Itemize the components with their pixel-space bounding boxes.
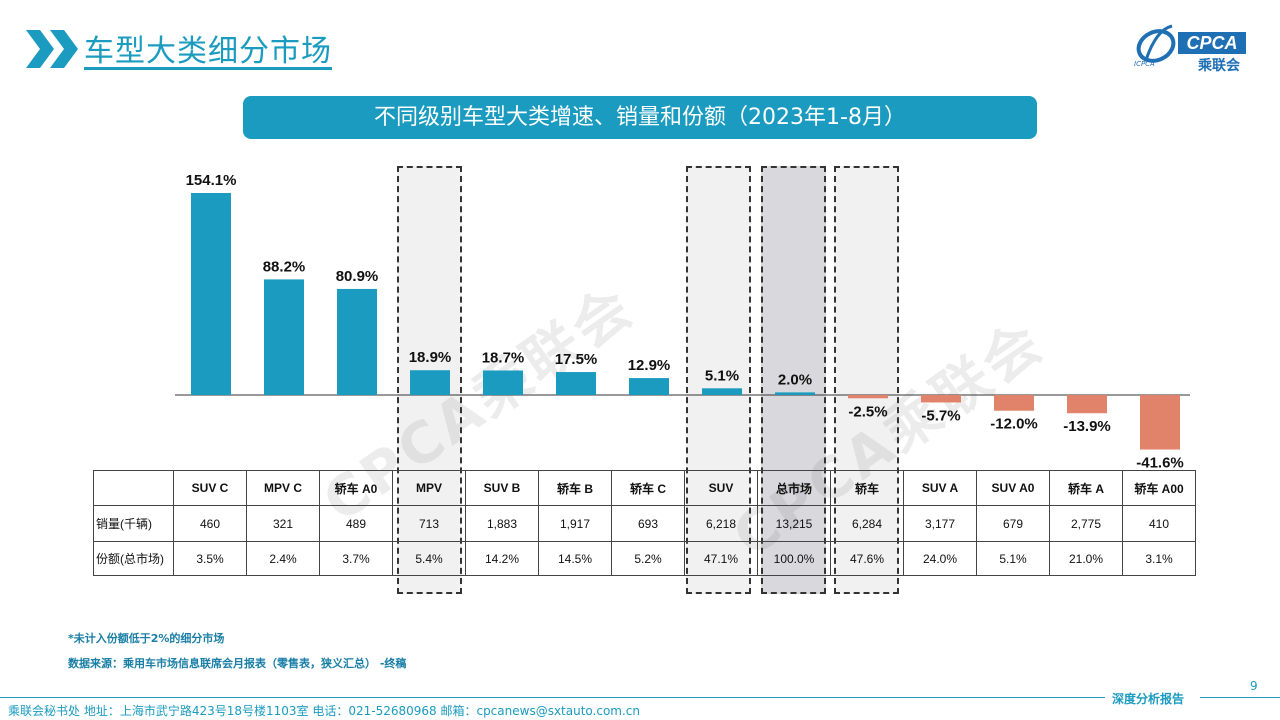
bar-5 (556, 372, 596, 395)
table-cell: 693 (611, 505, 685, 542)
table-header-cell: SUV B (465, 470, 539, 506)
chevron-icon (26, 30, 78, 68)
bar-2 (337, 288, 377, 395)
bar-8 (775, 392, 815, 395)
value-label-10: -5.7% (921, 407, 960, 424)
table-cell: 713 (392, 505, 466, 542)
table-cell: 5.1% (976, 541, 1050, 576)
data-source-note: 数据来源：乘用车市场信息联席会月报表（零售表，狭义汇总） -终稿 (68, 657, 407, 670)
table-cell: 321 (246, 505, 320, 542)
data-table: SUV C MPV C 轿车 A0 MPV SUV B 轿车 B 轿车 C SU… (93, 470, 1196, 576)
table-cell: 14.5% (538, 541, 612, 576)
row-label-share: 份额(总市场) (93, 541, 174, 576)
table-cell: 100.0% (757, 541, 831, 576)
table-header-cell: 轿车 A00 (1122, 470, 1196, 506)
table-header-row: SUV C MPV C 轿车 A0 MPV SUV B 轿车 B 轿车 C SU… (93, 470, 1196, 506)
value-label-13: -41.6% (1136, 455, 1184, 470)
table-cell: 460 (173, 505, 247, 542)
bar-6 (629, 378, 669, 395)
value-label-9: -2.5% (848, 403, 887, 420)
growth-bar-chart: 154.1% 88.2% 80.9% 18.9% 18.7% 17.5% 12.9% 5.1%… (175, 172, 1190, 470)
value-label-8: 2.0% (778, 371, 812, 388)
logo-text: CPCA (1178, 32, 1246, 54)
table-cell: 24.0% (903, 541, 977, 576)
bar-0 (191, 193, 231, 395)
table-cell: 3.7% (319, 541, 393, 576)
value-label-5: 17.5% (555, 351, 598, 368)
table-cell: 13,215 (757, 505, 831, 542)
chart-banner-title: 不同级别车型大类增速、销量和份额（2023年1-8月） (243, 96, 1037, 139)
footer-divider (0, 697, 1105, 698)
table-cell: 3.1% (1122, 541, 1196, 576)
table-header-cell: MPV C (246, 470, 320, 506)
table-header-cell: 轿车 B (538, 470, 612, 506)
table-row-share: 份额(总市场) 3.5% 2.4% 3.7% 5.4% 14.2% 14.5% … (93, 541, 1196, 576)
table-header-cell: 轿车 A (1049, 470, 1123, 506)
footnote: *未计入份额低于2%的细分市场 (68, 632, 225, 645)
table-header-cell: 总市场 (757, 470, 831, 506)
value-label-1: 88.2% (263, 258, 306, 275)
page-number: 9 (1250, 679, 1258, 693)
table-cell: 14.2% (465, 541, 539, 576)
table-cell: 47.6% (830, 541, 904, 576)
table-cell: 3.5% (173, 541, 247, 576)
bar-4 (483, 370, 523, 395)
table-cell: 5.4% (392, 541, 466, 576)
value-label-6: 12.9% (628, 357, 671, 374)
logo-small-text: ICPCA (1134, 60, 1155, 68)
bar-3 (410, 370, 450, 395)
bar-7 (702, 388, 742, 395)
table-header-cell: 轿车 A0 (319, 470, 393, 506)
table-row-sales: 销量(千辆) 460 321 489 713 1,883 1,917 693 6… (93, 505, 1196, 542)
value-label-11: -12.0% (990, 416, 1038, 433)
report-label: 深度分析报告 (1112, 692, 1185, 706)
value-label-2: 80.9% (336, 268, 379, 285)
page-title: 车型大类细分市场 (84, 34, 332, 69)
footer-divider (1200, 697, 1280, 698)
footer-contact: 乘联会秘书处 地址：上海市武宁路423号18号楼1103室 电话：021-526… (8, 704, 641, 718)
table-cell: 3,177 (903, 505, 977, 542)
table-header-cell: SUV A0 (976, 470, 1050, 506)
bar-9 (848, 395, 888, 399)
table-corner-cell (93, 470, 174, 506)
table-header-cell: SUV A (903, 470, 977, 506)
value-label-4: 18.7% (482, 349, 525, 366)
table-cell: 5.2% (611, 541, 685, 576)
table-cell: 1,917 (538, 505, 612, 542)
bar-13 (1140, 395, 1180, 450)
table-header-cell: MPV (392, 470, 466, 506)
table-cell: 2.4% (246, 541, 320, 576)
bar-1 (264, 279, 304, 395)
bar-12 (1067, 395, 1107, 414)
table-header-cell: SUV C (173, 470, 247, 506)
table-cell: 679 (976, 505, 1050, 542)
value-label-0: 154.1% (186, 172, 237, 189)
table-header-cell: 轿车 C (611, 470, 685, 506)
value-label-7: 5.1% (705, 367, 739, 384)
table-cell: 410 (1122, 505, 1196, 542)
table-cell: 6,284 (830, 505, 904, 542)
logo-cn-text: 乘联会 (1198, 58, 1240, 74)
table-cell: 489 (319, 505, 393, 542)
row-label-sales: 销量(千辆) (93, 505, 174, 542)
table-cell: 47.1% (684, 541, 758, 576)
table-cell: 1,883 (465, 505, 539, 542)
logo-swirl-icon (1136, 24, 1176, 63)
value-label-3: 18.9% (409, 349, 452, 366)
bar-11 (994, 395, 1034, 411)
table-header-cell: SUV (684, 470, 758, 506)
value-label-12: -13.9% (1063, 418, 1111, 435)
table-cell: 21.0% (1049, 541, 1123, 576)
cpca-logo: CPCA 乘联会 ICPCA (1132, 20, 1252, 74)
table-header-cell: 轿车 (830, 470, 904, 506)
table-cell: 2,775 (1049, 505, 1123, 542)
bar-10 (921, 395, 961, 403)
table-cell: 6,218 (684, 505, 758, 542)
